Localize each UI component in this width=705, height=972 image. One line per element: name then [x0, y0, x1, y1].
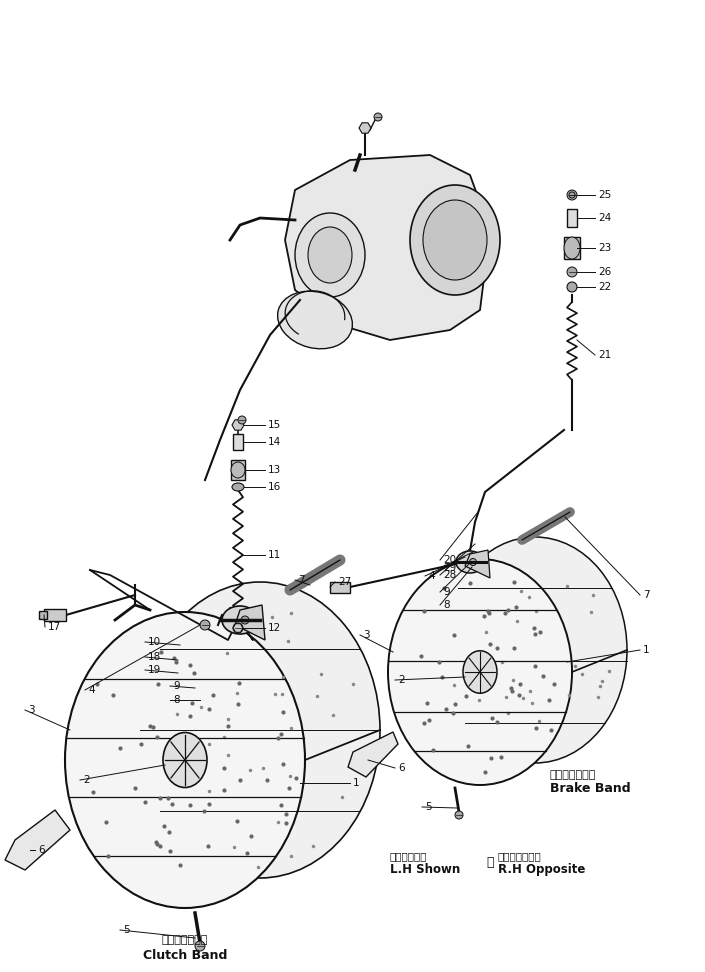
Text: 18: 18	[148, 652, 161, 662]
Ellipse shape	[455, 811, 463, 819]
Text: ・: ・	[486, 855, 494, 869]
Text: 6: 6	[398, 763, 405, 773]
Ellipse shape	[308, 227, 352, 283]
Polygon shape	[330, 581, 350, 593]
Text: Clutch Band: Clutch Band	[143, 949, 227, 961]
Ellipse shape	[140, 582, 380, 878]
Text: 12: 12	[268, 623, 281, 633]
Ellipse shape	[241, 616, 249, 624]
Text: 3: 3	[363, 630, 369, 640]
Text: 13: 13	[268, 465, 281, 475]
Text: 19: 19	[148, 665, 161, 675]
Ellipse shape	[295, 213, 365, 297]
Polygon shape	[39, 611, 47, 619]
Text: Brake Band: Brake Band	[550, 781, 631, 794]
Text: L.H Shown: L.H Shown	[390, 862, 460, 876]
Text: 左側を示す・: 左側を示す・	[390, 851, 427, 861]
Text: ブレーキバンド: ブレーキバンド	[550, 770, 596, 780]
Text: 16: 16	[268, 482, 281, 492]
Text: 4: 4	[428, 571, 434, 581]
Text: 28: 28	[443, 570, 456, 580]
Ellipse shape	[569, 192, 575, 198]
Polygon shape	[44, 609, 66, 621]
Ellipse shape	[388, 559, 572, 785]
Text: 10: 10	[148, 637, 161, 647]
Ellipse shape	[233, 623, 243, 633]
Polygon shape	[233, 434, 243, 450]
Text: 右側は逆手違い: 右側は逆手違い	[498, 851, 541, 861]
Text: クラッチバンド: クラッチバンド	[162, 935, 208, 945]
Text: 1: 1	[643, 645, 649, 655]
Ellipse shape	[231, 462, 245, 478]
Text: 26: 26	[598, 267, 611, 277]
Text: 27: 27	[338, 577, 351, 587]
Ellipse shape	[470, 559, 477, 566]
Text: 25: 25	[598, 190, 611, 200]
Ellipse shape	[456, 551, 484, 573]
Ellipse shape	[200, 620, 210, 630]
Ellipse shape	[278, 292, 352, 349]
Ellipse shape	[163, 733, 207, 787]
Ellipse shape	[423, 200, 487, 280]
Polygon shape	[231, 460, 245, 480]
Ellipse shape	[238, 416, 246, 424]
Polygon shape	[567, 209, 577, 227]
Polygon shape	[233, 624, 243, 633]
Text: 8: 8	[173, 695, 180, 705]
Ellipse shape	[232, 483, 244, 491]
Ellipse shape	[567, 267, 577, 277]
Text: 6: 6	[38, 845, 44, 855]
Text: 23: 23	[598, 243, 611, 253]
Ellipse shape	[443, 537, 627, 763]
Text: 5: 5	[425, 802, 431, 812]
Ellipse shape	[374, 113, 382, 121]
Text: 2: 2	[398, 675, 405, 685]
Text: 4: 4	[88, 685, 94, 695]
Polygon shape	[359, 122, 371, 133]
Text: 1: 1	[353, 778, 360, 788]
Polygon shape	[564, 237, 580, 259]
Polygon shape	[348, 732, 398, 777]
Ellipse shape	[567, 190, 577, 200]
Text: 15: 15	[268, 420, 281, 430]
Ellipse shape	[567, 282, 577, 292]
Ellipse shape	[410, 185, 500, 295]
Text: 22: 22	[598, 282, 611, 292]
Text: 17: 17	[48, 622, 61, 632]
Ellipse shape	[564, 237, 580, 259]
Text: 9: 9	[173, 681, 180, 691]
Polygon shape	[5, 810, 70, 870]
Text: 11: 11	[268, 550, 281, 560]
Text: 2: 2	[83, 775, 90, 785]
Text: 20: 20	[443, 555, 456, 565]
Text: 8: 8	[443, 600, 450, 610]
Ellipse shape	[195, 941, 205, 951]
Text: 7: 7	[643, 590, 649, 600]
Text: 14: 14	[268, 437, 281, 447]
Text: 29: 29	[443, 563, 456, 573]
Polygon shape	[465, 550, 490, 578]
Ellipse shape	[222, 606, 258, 634]
Text: 24: 24	[598, 213, 611, 223]
Ellipse shape	[463, 650, 497, 693]
Polygon shape	[232, 420, 244, 431]
Text: R.H Opposite: R.H Opposite	[498, 862, 585, 876]
Text: 5: 5	[123, 925, 130, 935]
Text: 21: 21	[598, 350, 611, 360]
Polygon shape	[235, 605, 265, 640]
Text: 3: 3	[28, 705, 35, 715]
Polygon shape	[285, 155, 490, 340]
Text: 7: 7	[298, 575, 305, 585]
Text: 9: 9	[443, 587, 450, 597]
Ellipse shape	[65, 612, 305, 908]
